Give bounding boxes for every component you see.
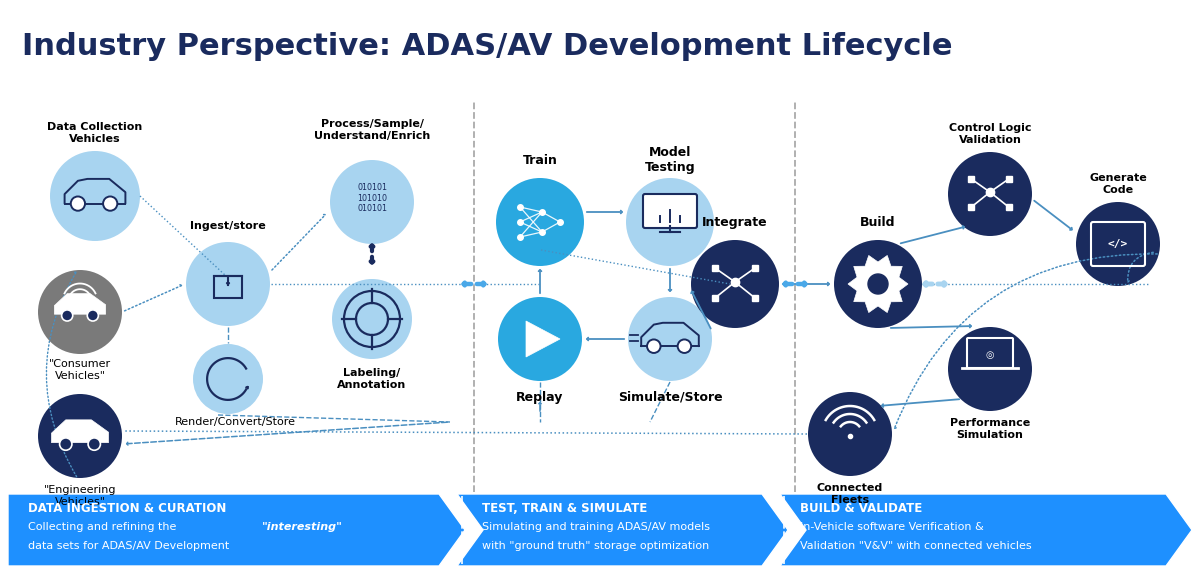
Circle shape [678,339,691,353]
Text: Control Logic
Validation: Control Logic Validation [949,123,1031,145]
Text: Simulate/Store: Simulate/Store [618,390,722,404]
Text: "interesting": "interesting" [262,522,343,532]
Text: ◎: ◎ [985,350,995,360]
Text: Collecting and refining the: Collecting and refining the [28,522,180,532]
Circle shape [103,196,118,211]
Polygon shape [52,420,108,443]
Circle shape [88,438,101,450]
Circle shape [60,438,72,450]
Circle shape [50,151,140,241]
Circle shape [647,339,660,353]
Text: Process/Sample/
Understand/Enrich: Process/Sample/ Understand/Enrich [314,119,430,141]
Circle shape [1076,202,1160,286]
Text: </>: </> [1108,239,1128,249]
Circle shape [808,392,892,476]
FancyBboxPatch shape [643,194,697,228]
Circle shape [61,310,73,321]
Circle shape [38,394,122,478]
Text: Render/Convert/Store: Render/Convert/Store [174,417,295,427]
Polygon shape [848,255,908,312]
Text: Model
Testing: Model Testing [644,146,695,174]
Circle shape [330,160,414,244]
Circle shape [948,152,1032,236]
Circle shape [88,310,98,321]
Text: data sets for ADAS/AV Development: data sets for ADAS/AV Development [28,541,229,551]
Circle shape [193,344,263,414]
Text: Ingest/store: Ingest/store [190,221,266,231]
Text: "Engineering
Vehicles": "Engineering Vehicles" [43,485,116,507]
Text: TEST, TRAIN & SIMULATE: TEST, TRAIN & SIMULATE [482,502,647,515]
Text: with "ground truth" storage optimization: with "ground truth" storage optimization [482,541,709,551]
Circle shape [332,279,412,359]
Text: Validation "V&V" with connected vehicles: Validation "V&V" with connected vehicles [800,541,1032,551]
Text: Integrate: Integrate [702,215,768,228]
Polygon shape [8,494,466,566]
Circle shape [868,274,888,294]
Text: Train: Train [522,153,558,166]
Text: In-Vehicle software Verification &: In-Vehicle software Verification & [800,522,984,532]
Text: Replay: Replay [516,390,564,404]
Text: Build: Build [860,215,895,228]
Text: Connected
Fleets: Connected Fleets [817,483,883,505]
Circle shape [948,327,1032,411]
Circle shape [498,297,582,381]
Circle shape [186,242,270,326]
Circle shape [834,240,922,328]
Text: Simulating and training ADAS/AV models: Simulating and training ADAS/AV models [482,522,710,532]
Text: Performance
Simulation: Performance Simulation [950,418,1030,440]
Text: "Consumer
Vehicles": "Consumer Vehicles" [49,359,112,381]
Text: Generate
Code: Generate Code [1090,173,1147,195]
Text: BUILD & VALIDATE: BUILD & VALIDATE [800,502,923,515]
Text: DATA INGESTION & CURATION: DATA INGESTION & CURATION [28,502,227,515]
Text: Data Collection
Vehicles: Data Collection Vehicles [47,122,143,144]
Circle shape [71,196,85,211]
Polygon shape [526,321,560,357]
Circle shape [691,240,779,328]
Polygon shape [54,294,106,314]
Polygon shape [457,494,788,566]
Text: Labeling/
Annotation: Labeling/ Annotation [337,368,407,390]
Text: 010101
101010
010101: 010101 101010 010101 [358,183,386,213]
Polygon shape [780,494,1192,566]
Text: Industry Perspective: ADAS/AV Development Lifecycle: Industry Perspective: ADAS/AV Developmen… [22,32,953,61]
Bar [214,276,242,298]
Circle shape [38,270,122,354]
Circle shape [496,178,584,266]
Circle shape [628,297,712,381]
Circle shape [626,178,714,266]
